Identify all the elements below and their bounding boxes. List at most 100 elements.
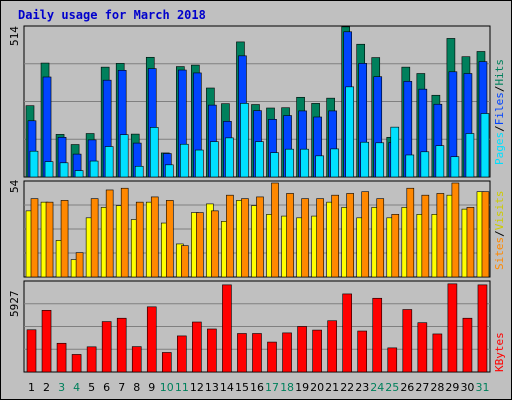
kbytes-bar-7 xyxy=(116,317,127,373)
x-tick-label: 12 xyxy=(190,381,204,394)
panel-1-max-label: 54 xyxy=(8,179,21,193)
x-tick-label: 30 xyxy=(460,381,474,394)
sites-bar-16 xyxy=(256,196,264,278)
kbytes-bar-19 xyxy=(297,326,307,373)
kbytes-bar-21 xyxy=(327,320,337,373)
sites-bar-10 xyxy=(165,200,174,278)
x-tick-label: 27 xyxy=(415,381,429,394)
pages-bar-26 xyxy=(405,154,415,178)
sites-bar-23 xyxy=(361,191,370,278)
sites-bar-15 xyxy=(241,198,249,278)
pages-bar-10 xyxy=(164,164,174,178)
kbytes-bar-31 xyxy=(477,284,488,373)
sites-bar-5 xyxy=(90,198,99,278)
sites-bar-6 xyxy=(105,189,114,278)
x-tick-label: 11 xyxy=(175,381,189,394)
sites-bar-7 xyxy=(120,187,129,278)
sites-bar-20 xyxy=(316,198,324,278)
panel-0-max-label: 514 xyxy=(8,26,21,46)
legend-sep-2: / xyxy=(493,86,506,93)
kbytes-bar-29 xyxy=(447,283,458,373)
legend-pages: Pages xyxy=(493,132,506,165)
legend-sep-1: / xyxy=(493,125,506,132)
x-tick-label: 31 xyxy=(475,381,489,394)
kbytes-bar-16 xyxy=(252,333,262,373)
pages-bar-31 xyxy=(480,113,490,178)
pages-bar-2 xyxy=(44,161,54,178)
kbytes-bar-3 xyxy=(56,342,67,373)
x-tick-label: 22 xyxy=(340,381,354,394)
kbytes-bar-4 xyxy=(71,354,82,373)
legend-hits: Hits xyxy=(493,59,506,86)
x-tick-label: 10 xyxy=(160,381,174,394)
pages-bar-15 xyxy=(240,103,249,178)
sites-bar-26 xyxy=(406,187,415,278)
pages-bar-30 xyxy=(465,133,475,178)
pages-bar-28 xyxy=(435,145,445,178)
sites-visits-panel xyxy=(23,180,491,278)
sites-bar-18 xyxy=(286,193,294,278)
pages-bar-12 xyxy=(195,149,204,178)
sites-bar-25 xyxy=(391,214,400,278)
x-tick-label: 1 xyxy=(28,381,35,394)
sites-bar-22 xyxy=(346,193,354,278)
kbytes-bar-27 xyxy=(417,322,428,373)
sites-bar-9 xyxy=(150,196,159,278)
kbytes-bar-22 xyxy=(342,293,352,373)
kbytes-bar-30 xyxy=(462,317,473,373)
hits-files-pages-panel xyxy=(23,25,491,178)
kbytes-bar-17 xyxy=(267,341,277,373)
panel-2-max-label: 5927 xyxy=(8,291,21,318)
sites-bar-3 xyxy=(60,200,69,278)
kbytes-bar-1 xyxy=(26,329,37,373)
pages-bar-27 xyxy=(420,151,430,178)
pages-bar-19 xyxy=(300,148,309,178)
x-tick-label: 8 xyxy=(133,381,140,394)
kbytes-bar-13 xyxy=(207,328,217,373)
sites-bar-17 xyxy=(271,182,279,278)
sites-bar-2 xyxy=(45,201,54,278)
pages-bar-7 xyxy=(119,134,129,178)
x-axis-ticks: 1 2 3 4 5 6 7 8 9 10 11 12 13 14 15 16 17 18 19 20 21 22 23 24 2… xyxy=(28,381,489,394)
x-tick-label: 25 xyxy=(385,381,399,394)
sites-bar-21 xyxy=(331,194,339,278)
pages-bar-14 xyxy=(225,137,234,178)
x-tick-label: 21 xyxy=(325,381,339,394)
pages-bar-8 xyxy=(134,165,144,178)
sites-bar-8 xyxy=(135,201,144,278)
panel-0-legend: Pages/Files/Hits xyxy=(493,59,506,165)
panel-1-legend: Sites/Visits xyxy=(493,191,506,271)
x-tick-label: 23 xyxy=(355,381,369,394)
x-tick-label: 13 xyxy=(205,381,219,394)
x-tick-label: 4 xyxy=(73,381,80,394)
sites-bar-19 xyxy=(301,198,309,278)
x-tick-label: 19 xyxy=(295,381,309,394)
x-tick-label: 18 xyxy=(280,381,294,394)
pages-bar-6 xyxy=(104,146,114,178)
kbytes-bar-9 xyxy=(146,306,157,373)
kbytes-bar-15 xyxy=(237,333,247,373)
pages-bar-24 xyxy=(375,142,385,178)
pages-bar-1 xyxy=(29,150,39,178)
x-tick-label: 29 xyxy=(445,381,459,394)
x-tick-label: 26 xyxy=(400,381,414,394)
x-tick-label: 5 xyxy=(88,381,95,394)
kbytes-bar-26 xyxy=(402,309,413,373)
sites-bar-31 xyxy=(481,191,490,278)
kbytes-panel xyxy=(23,280,491,373)
x-tick-label: 17 xyxy=(265,381,279,394)
pages-bar-18 xyxy=(285,148,294,178)
pages-bar-23 xyxy=(360,141,370,178)
pages-bar-5 xyxy=(89,160,99,178)
kbytes-bar-23 xyxy=(357,330,368,373)
sites-bar-27 xyxy=(421,194,430,278)
pages-bar-4 xyxy=(74,170,84,178)
pages-bar-20 xyxy=(315,155,324,178)
sites-bar-30 xyxy=(466,207,475,278)
x-tick-label: 20 xyxy=(310,381,324,394)
kbytes-bar-2 xyxy=(41,309,52,373)
x-tick-label: 24 xyxy=(370,381,384,394)
kbytes-bar-20 xyxy=(312,329,322,373)
chart-title: Daily usage for March 2018 xyxy=(18,8,206,22)
legend-sep-3: / xyxy=(493,230,506,237)
